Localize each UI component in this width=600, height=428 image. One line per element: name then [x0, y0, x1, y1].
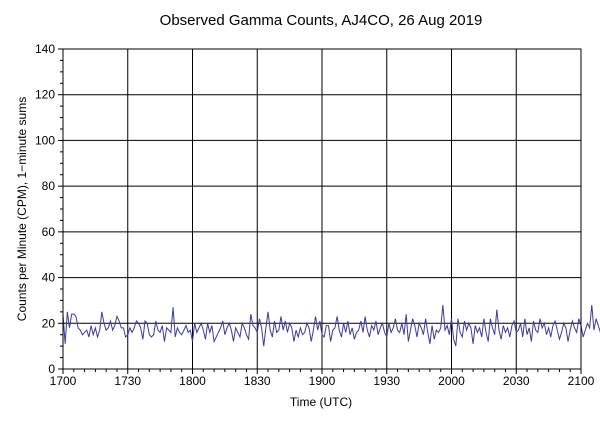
- plot-frame: [62, 48, 582, 370]
- x-tick-label: 1800: [179, 374, 206, 388]
- y-axis-ticks: 0 20 40 60 80 100 120 140: [35, 42, 63, 376]
- y-tick-label: 0: [48, 362, 55, 376]
- y-tick-label: 140: [35, 42, 55, 56]
- y-tick-label: 100: [35, 133, 55, 147]
- y-axis-label: Counts per Minute (CPM), 1−minute sums: [15, 97, 29, 321]
- y-tick-label: 40: [42, 271, 56, 285]
- chart-title: Observed Gamma Counts, AJ4CO, 26 Aug 201…: [160, 12, 483, 29]
- series-layer: [62, 304, 600, 347]
- x-tick-label: 1730: [114, 374, 141, 388]
- y-tick-label: 60: [42, 225, 56, 239]
- x-tick-label: 1900: [309, 374, 336, 388]
- x-axis-label: Time (UTC): [290, 395, 352, 409]
- x-tick-label: 1700: [50, 374, 77, 388]
- x-tick-label: 1830: [244, 374, 271, 388]
- x-tick-label: 2000: [438, 374, 465, 388]
- x-tick-label: 2030: [503, 374, 530, 388]
- x-tick-label: 2100: [568, 374, 595, 388]
- series-line: [62, 304, 600, 347]
- y-tick-label: 120: [35, 88, 55, 102]
- x-axis-ticks: 1700 1730 1800 1830 1900 1930 2000 2030 2100: [50, 369, 595, 388]
- x-tick-label: 1930: [373, 374, 400, 388]
- y-tick-label: 80: [42, 179, 56, 193]
- y-tick-label: 20: [42, 316, 56, 330]
- grid: [63, 49, 581, 369]
